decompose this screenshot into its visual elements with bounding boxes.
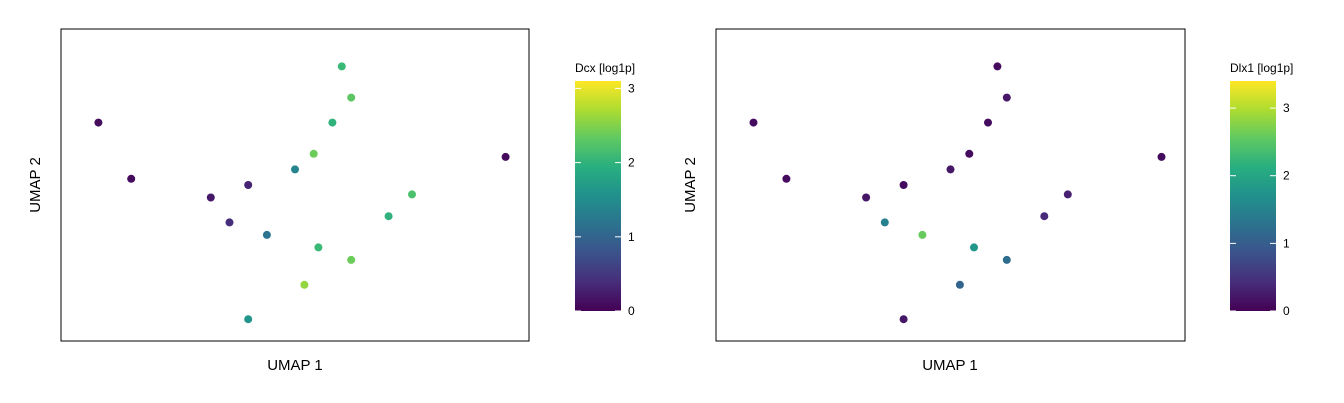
colorbar-tick-label: 0 bbox=[628, 304, 635, 318]
data-point bbox=[384, 212, 393, 221]
data-point bbox=[309, 149, 318, 158]
colorbar-tick-label: 0 bbox=[1283, 304, 1290, 318]
data-point bbox=[244, 315, 253, 324]
plot-frame-dlx1 bbox=[715, 28, 1186, 342]
data-point bbox=[291, 165, 299, 174]
data-point bbox=[880, 218, 889, 227]
scatter-points-dlx1 bbox=[749, 62, 1166, 324]
panel-dlx1: UMAP 1 UMAP 2 Dlx1 [log1p] 0 1 2 3 bbox=[682, 28, 1293, 374]
colorbar-title-dlx1: Dlx1 [log1p] bbox=[1230, 61, 1293, 75]
plot-frame-dcx bbox=[60, 28, 530, 342]
colorbar-gradient-dlx1 bbox=[1230, 81, 1276, 311]
colorbar-tick-label: 2 bbox=[628, 156, 635, 170]
data-point bbox=[782, 174, 791, 183]
data-point bbox=[408, 190, 416, 199]
data-point bbox=[225, 218, 234, 227]
data-point bbox=[1040, 212, 1049, 221]
colorbar-dcx: Dcx [log1p] 0 1 2 3 bbox=[575, 61, 635, 318]
colorbar-gradient-dcx bbox=[575, 81, 621, 311]
colorbar-tick-label: 1 bbox=[1283, 236, 1290, 250]
data-point bbox=[862, 193, 871, 202]
data-point bbox=[501, 152, 510, 161]
colorbar-tick-label: 1 bbox=[628, 230, 635, 244]
data-point bbox=[262, 230, 271, 239]
data-point bbox=[918, 230, 927, 239]
data-point bbox=[1157, 152, 1166, 161]
data-point bbox=[946, 165, 955, 174]
x-axis-label-dlx1: UMAP 1 bbox=[922, 357, 978, 374]
data-point bbox=[955, 280, 964, 289]
data-point bbox=[328, 118, 337, 127]
colorbar-tick-label: 3 bbox=[1283, 101, 1290, 115]
data-point bbox=[244, 181, 253, 189]
data-point bbox=[993, 62, 1002, 71]
panel-dcx: UMAP 1 UMAP 2 Dcx [log1p] 0 1 2 3 bbox=[27, 28, 635, 374]
data-point bbox=[965, 149, 974, 158]
data-point bbox=[337, 62, 346, 71]
data-point bbox=[749, 118, 758, 127]
y-axis-label-dlx1: UMAP 2 bbox=[682, 157, 699, 213]
colorbar-tick-label: 2 bbox=[1283, 169, 1290, 183]
data-point bbox=[970, 243, 978, 252]
colorbar-ticks-dcx: 0 1 2 3 bbox=[575, 81, 635, 318]
data-point bbox=[206, 193, 215, 202]
colorbar-title-dcx: Dcx [log1p] bbox=[575, 61, 635, 75]
scatter-points-dcx bbox=[94, 62, 510, 324]
colorbar-ticks-dlx1: 0 1 2 3 bbox=[1230, 101, 1290, 318]
data-point bbox=[1002, 93, 1011, 102]
data-point bbox=[1002, 255, 1011, 264]
colorbar-dlx1: Dlx1 [log1p] 0 1 2 3 bbox=[1230, 61, 1293, 318]
data-point bbox=[1063, 190, 1072, 199]
data-point bbox=[127, 174, 136, 183]
data-point bbox=[94, 118, 103, 127]
data-point bbox=[899, 315, 908, 324]
data-point bbox=[347, 255, 356, 264]
data-point bbox=[314, 243, 323, 252]
y-axis-label-dcx: UMAP 2 bbox=[27, 157, 44, 213]
x-axis-label-dcx: UMAP 1 bbox=[267, 357, 323, 374]
data-point bbox=[300, 280, 309, 289]
colorbar-tick-label: 3 bbox=[628, 81, 635, 95]
data-point bbox=[984, 118, 992, 127]
data-point bbox=[899, 181, 908, 189]
data-point bbox=[347, 93, 356, 102]
